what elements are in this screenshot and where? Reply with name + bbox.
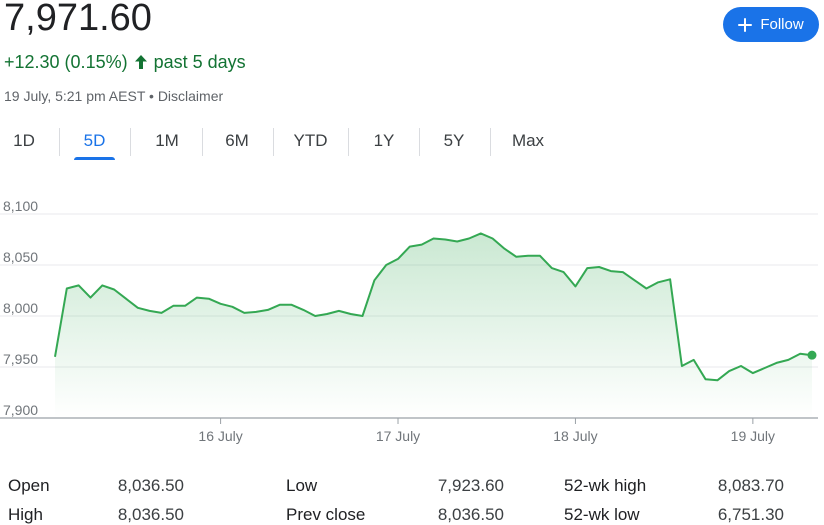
tab-5d[interactable]: 5D: [74, 124, 115, 162]
stat-prev-close-label: Prev close: [286, 505, 366, 524]
tab-divider: [130, 128, 131, 156]
tab-ytd[interactable]: YTD: [293, 131, 328, 150]
plus-icon: [738, 17, 753, 32]
timestamp-line: 19 July, 5:21 pm AEST • Disclaimer: [4, 87, 223, 105]
meta-separator: •: [145, 88, 158, 104]
stat-low-label: Low: [286, 476, 318, 495]
follow-label: Follow: [760, 16, 804, 33]
price-area: [55, 233, 812, 418]
tab-divider: [273, 128, 274, 156]
y-tick-label: 7,950: [3, 351, 38, 367]
tab-1m[interactable]: 1M: [155, 131, 179, 150]
tab-5y[interactable]: 5Y: [443, 131, 465, 150]
stat-52wk-high-label: 52-wk high: [564, 476, 647, 495]
tab-1d[interactable]: 1D: [13, 131, 35, 150]
last-price-point: [807, 350, 817, 360]
stat-high-value: 8,036.50: [117, 505, 184, 524]
stat-open-value: 8,036.50: [117, 476, 184, 495]
x-tick-label: 19 July: [731, 428, 775, 444]
y-tick-label: 8,050: [3, 249, 38, 265]
stat-52wk-low-label: 52-wk low: [564, 505, 640, 524]
y-tick-label: 8,000: [3, 300, 38, 316]
price-change: +12.30 (0.15%) past 5 days: [4, 50, 246, 74]
stat-high-label: High: [8, 505, 43, 524]
y-tick-label: 8,100: [3, 198, 38, 214]
arrow-up-icon: [134, 55, 147, 69]
tab-divider: [202, 128, 203, 156]
change-period: past 5 days: [153, 52, 246, 72]
price-chart[interactable]: 8,100 8,050 8,000 7,950 7,900 16 July 17 July 1…: [0, 195, 824, 450]
current-price: 7,971.60: [4, 0, 152, 39]
stat-52wk-high-value: 8,083.70: [717, 476, 784, 495]
key-stats: Open 8,036.50 Low 7,923.60 52-wk high 8,…: [0, 470, 824, 525]
stat-52wk-low-value: 6,751.30: [717, 505, 784, 524]
tab-divider: [348, 128, 349, 156]
range-tabs: 1D 5D 1M 6M YTD 1Y 5Y Max: [0, 124, 560, 162]
price-line: [54, 232, 813, 382]
stat-open-label: Open: [8, 476, 50, 495]
stat-prev-close-value: 8,036.50: [437, 505, 504, 524]
tab-divider: [419, 128, 420, 156]
x-tick-label: 18 July: [553, 428, 597, 444]
tab-divider: [490, 128, 491, 156]
follow-button[interactable]: Follow: [723, 7, 819, 42]
x-tick-label: 17 July: [376, 428, 420, 444]
tab-divider: [59, 128, 60, 156]
x-tick-label: 16 July: [198, 428, 242, 444]
disclaimer-link[interactable]: Disclaimer: [157, 88, 224, 104]
tab-max[interactable]: Max: [511, 131, 545, 150]
stat-low-value: 7,923.60: [437, 476, 504, 495]
tab-6m[interactable]: 6M: [225, 131, 249, 150]
timestamp: 19 July, 5:21 pm AEST: [4, 88, 146, 104]
tab-1y[interactable]: 1Y: [373, 131, 395, 150]
y-tick-label: 7,900: [3, 402, 38, 418]
change-value: +12.30 (0.15%): [4, 52, 128, 72]
